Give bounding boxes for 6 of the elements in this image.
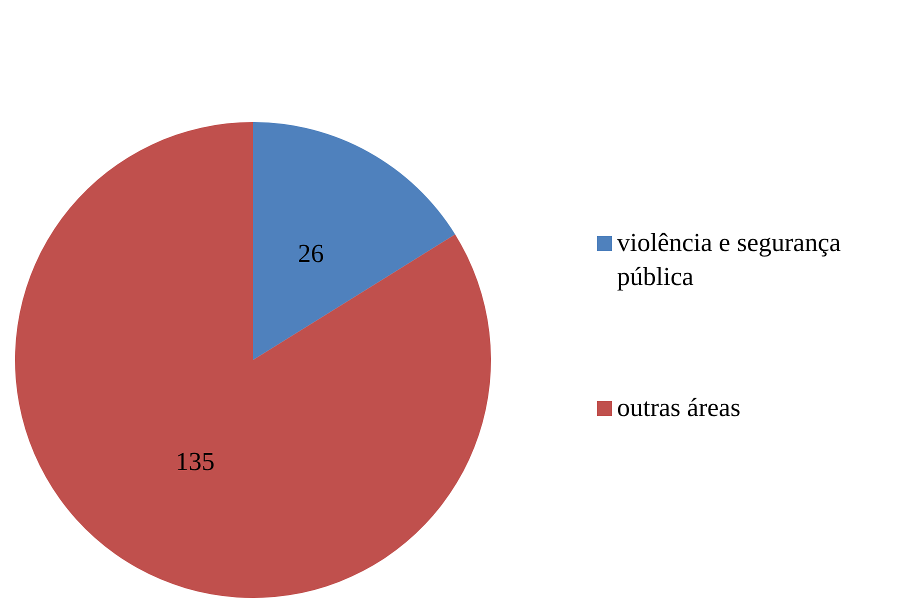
legend-label: violência e segurança pública xyxy=(617,228,842,291)
pie-slice xyxy=(253,122,456,360)
pie-slice xyxy=(15,122,491,598)
data-label: 135 xyxy=(176,446,215,476)
data-label: 26 xyxy=(298,238,324,268)
legend-label: outras áreas xyxy=(617,392,740,422)
